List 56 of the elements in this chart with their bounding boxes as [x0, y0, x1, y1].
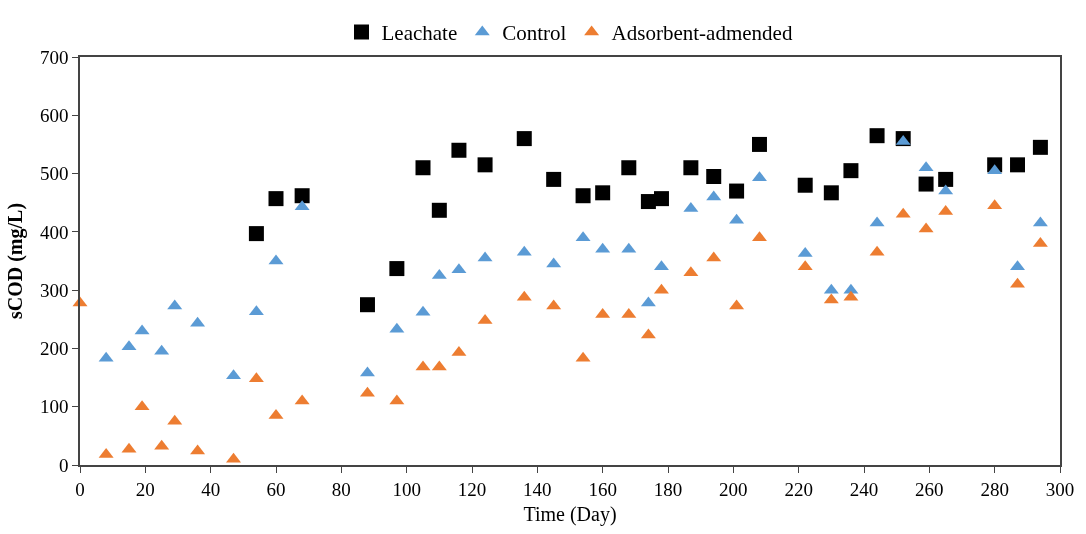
- point: [431, 202, 447, 218]
- x-tick-label: 280: [980, 478, 1009, 500]
- point: [248, 226, 264, 242]
- x-tick-label: 160: [588, 478, 617, 500]
- x-tick-label: 300: [1045, 478, 1075, 500]
- y-tick-label: 500: [39, 163, 69, 185]
- legend-label: Adsorbent-admended: [611, 21, 793, 46]
- y-tick-label: 200: [39, 338, 69, 360]
- point: [477, 157, 493, 173]
- point: [938, 171, 954, 187]
- legend-label: Control: [502, 21, 567, 46]
- x-tick-label: 40: [201, 478, 221, 500]
- y-tick-label: 700: [39, 46, 69, 68]
- x-tick-label: 140: [523, 478, 552, 500]
- point: [729, 183, 745, 199]
- point: [268, 191, 284, 207]
- point: [706, 168, 722, 184]
- point: [918, 176, 934, 192]
- point: [516, 131, 532, 147]
- x-tick-label: 20: [135, 478, 155, 500]
- point: [294, 188, 310, 204]
- x-tick-label: 200: [719, 478, 748, 500]
- point: [653, 191, 669, 207]
- point: [451, 142, 467, 158]
- x-tick-label: 260: [915, 478, 944, 500]
- y-tick-label: 600: [39, 104, 69, 126]
- point: [797, 177, 813, 193]
- x-axis-title: Time (Day): [523, 502, 617, 526]
- y-tick-label: 400: [39, 221, 69, 243]
- point: [621, 160, 637, 176]
- legend-label: Leachate: [381, 21, 458, 46]
- point: [1010, 157, 1026, 173]
- point: [843, 163, 859, 179]
- x-tick-label: 240: [849, 478, 879, 500]
- x-tick-label: 80: [331, 478, 351, 500]
- point: [869, 128, 885, 144]
- point: [683, 160, 699, 176]
- y-tick-label: 100: [39, 396, 69, 418]
- x-tick-label: 0: [75, 478, 85, 500]
- x-tick-label: 100: [392, 478, 421, 500]
- y-tick-label: 0: [58, 454, 69, 476]
- point: [823, 185, 839, 201]
- y-axis-title: sCOD (mg/L): [3, 202, 27, 320]
- point: [415, 160, 431, 176]
- point: [389, 261, 405, 277]
- x-tick-label: 180: [653, 478, 683, 500]
- point: [1032, 139, 1048, 155]
- point: [546, 171, 562, 187]
- x-tick-label: 220: [784, 478, 813, 500]
- point: [595, 185, 611, 201]
- y-tick-label: 300: [39, 279, 69, 301]
- x-tick-label: 120: [457, 478, 487, 500]
- x-tick-label: 60: [266, 478, 286, 500]
- point: [359, 297, 375, 313]
- point: [751, 136, 767, 152]
- point: [575, 188, 591, 204]
